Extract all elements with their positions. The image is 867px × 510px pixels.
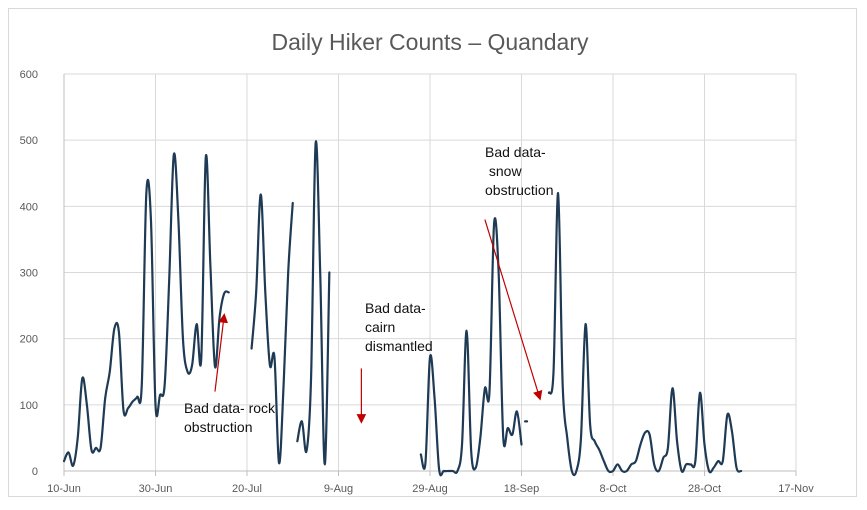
- y-tick-label: 500: [20, 135, 38, 147]
- series-line-segment: [296, 140, 331, 466]
- annotation-line: dismantled: [365, 338, 433, 354]
- series-line-segment: [62, 152, 230, 467]
- chart-frame: [8, 8, 857, 497]
- x-tick-label: 8-Oct: [600, 483, 627, 495]
- annotation-arrow-rock: [214, 313, 229, 392]
- x-tick-label: 29-Aug: [412, 483, 447, 495]
- annotation-line: Bad data- rock: [184, 400, 276, 416]
- annotation-text-rock: Bad data- rock obstruction: [184, 400, 276, 435]
- y-tick-label: 100: [20, 400, 38, 412]
- y-tick-label: 0: [32, 466, 38, 478]
- chart-title: Daily Hiker Counts – Quandary: [271, 29, 589, 55]
- y-tick-label: 600: [20, 69, 38, 81]
- x-tick-label: 28-Oct: [688, 483, 721, 495]
- annotation-text-snow: Bad data- snow obstruction: [485, 144, 553, 198]
- y-tick-label: 300: [20, 268, 38, 280]
- annotation-text-cairn: Bad data-cairn dismantled: [365, 300, 433, 354]
- x-tick-label: 10-Jun: [47, 483, 81, 495]
- x-tick-label: 9-Aug: [324, 483, 353, 495]
- series-line-segment: [419, 217, 523, 477]
- x-tick-label: 20-Jul: [232, 483, 262, 495]
- x-tick-label: 17-Nov: [778, 483, 814, 495]
- annotation-line: Bad data-: [365, 300, 426, 316]
- series-line-segment: [250, 193, 294, 465]
- annotation-line: obstruction: [184, 419, 252, 435]
- x-tick-label: 30-Jun: [139, 483, 173, 495]
- annotation-line: cairn: [365, 319, 395, 335]
- y-tick-label: 400: [20, 201, 38, 213]
- x-tick-label: 18-Sep: [504, 483, 539, 495]
- annotation-arrow-snow: [484, 219, 543, 401]
- annotation-line: snow: [485, 163, 522, 179]
- annotation-line: Bad data-: [485, 144, 546, 160]
- y-tick-label: 200: [20, 334, 38, 346]
- annotation-line: obstruction: [485, 182, 553, 198]
- series-line-segment: [547, 191, 743, 477]
